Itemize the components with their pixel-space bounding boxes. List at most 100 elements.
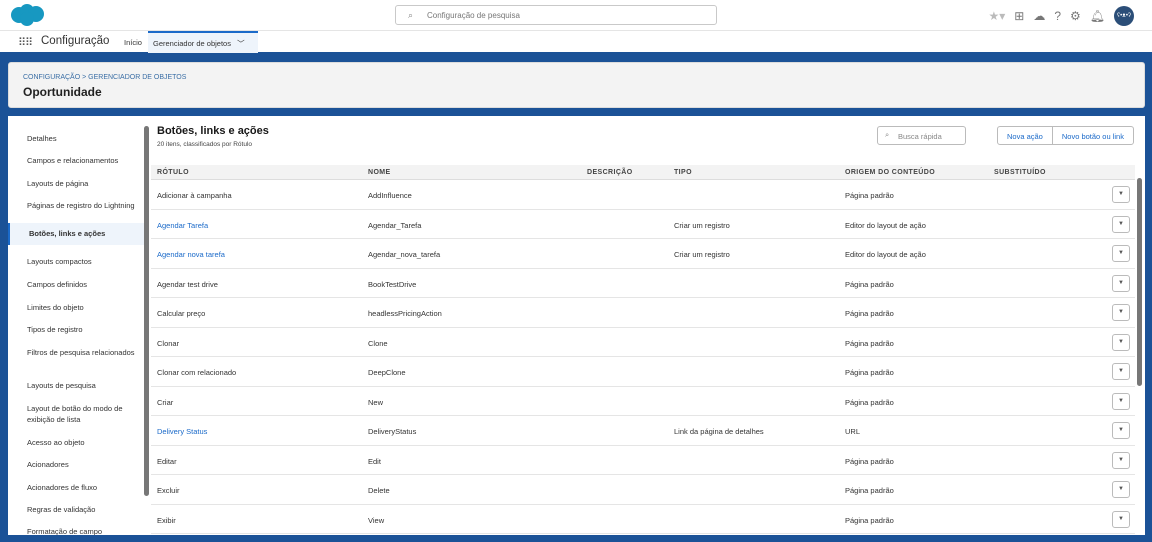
table-row: Agendar nova tarefa Agendar_nova_tarefa Cr…	[151, 239, 1135, 269]
new-action-button[interactable]: Nova ação	[1007, 132, 1043, 141]
cell-label[interactable]: Delivery Status	[157, 427, 208, 436]
table-row: Adicionar à campanha AddInfluence Página p…	[151, 180, 1135, 210]
sidebar-item[interactable]: Acesso ao objeto	[27, 438, 85, 447]
cell-content-source: Editor do layout de ação	[845, 220, 926, 230]
row-actions-dropdown[interactable]: ▼	[1112, 510, 1130, 528]
sidebar-item[interactable]: Formatação de campo	[27, 527, 103, 535]
row-actions-dropdown[interactable]: ▼	[1112, 481, 1130, 498]
row-actions-dropdown[interactable]: ▼	[1112, 274, 1130, 292]
breadcrumb[interactable]: CONFIGURAÇÃO > GERENCIADOR DE OBJETOS	[23, 74, 187, 81]
help-icon[interactable]: ?	[1054, 9, 1061, 23]
sidebar-item[interactable]: Tipos de registro	[27, 325, 83, 334]
add-icon[interactable]: ⊞	[1014, 9, 1025, 23]
search-icon: ⌕	[885, 130, 890, 139]
cell-label: Clonar	[157, 338, 180, 348]
cell-label: Excluir	[157, 486, 180, 495]
cell-name: BookTestDrive	[368, 279, 417, 289]
cell-type: Criar um registro	[674, 220, 730, 230]
cell-content-source: Página padrão	[845, 338, 894, 348]
quick-search-input[interactable]: ⌕ Busca rápida	[877, 126, 966, 145]
sidebar-scrollbar[interactable]	[144, 126, 149, 496]
cell-name: Edit	[368, 456, 381, 466]
cell-type: Link da página de detalhes	[674, 427, 764, 436]
cell-label: Clonar com relacionado	[157, 368, 237, 377]
bell-icon[interactable]: 🔔︎	[1089, 9, 1105, 23]
app-name: Configuração	[41, 35, 110, 47]
sidebar-item[interactable]: Páginas de registro do Lightning	[27, 201, 135, 210]
sidebar-item[interactable]: Acionadores	[27, 460, 69, 469]
sidebar-item[interactable]: Detalhes	[27, 134, 57, 143]
cell-name: Agendar_Tarefa	[368, 220, 422, 230]
section-subtitle: 20 itens, classificados por Rótulo	[157, 141, 253, 148]
salesforce-logo[interactable]	[9, 3, 45, 27]
table-row: Exibir View Página padrão ▼	[151, 505, 1135, 534]
cell-content-source: Página padrão	[845, 368, 894, 377]
cell-label: Agendar test drive	[157, 279, 218, 289]
cell-name: Clone	[368, 338, 388, 348]
cell-label: Calcular preço	[157, 309, 206, 318]
column-header[interactable]: NOME	[368, 169, 391, 176]
cell-name: New	[368, 397, 384, 407]
row-actions-dropdown[interactable]: ▼	[1112, 333, 1130, 351]
cell-content-source: Página padrão	[845, 191, 894, 200]
cell-label[interactable]: Agendar nova tarefa	[157, 250, 225, 259]
row-actions-dropdown[interactable]: ▼	[1112, 304, 1130, 321]
row-actions-dropdown[interactable]: ▼	[1112, 422, 1130, 439]
column-header[interactable]: TIPO	[674, 169, 692, 176]
cell-name: Delete	[368, 486, 390, 495]
row-actions-dropdown[interactable]: ▼	[1112, 215, 1130, 233]
row-actions-dropdown[interactable]: ▼	[1112, 245, 1130, 262]
table-scrollbar[interactable]	[1137, 178, 1142, 386]
sidebar-item[interactable]: Campos e relacionamentos	[27, 156, 119, 165]
row-actions-dropdown[interactable]: ▼	[1112, 392, 1130, 410]
cell-type: Criar um registro	[674, 250, 730, 259]
app-nav: ⠿⠿ Configuração Início Gerenciador de ob…	[0, 30, 1152, 53]
cell-content-source: Página padrão	[845, 397, 894, 407]
avatar[interactable]: ʕ•ᴥ•ʔ	[1114, 6, 1134, 26]
cell-name: DeepClone	[368, 368, 406, 377]
cell-content-source: Página padrão	[845, 515, 894, 525]
column-header[interactable]: ORIGEM DO CONTEÚDO	[845, 169, 936, 176]
sidebar-item[interactable]: Acionadores de fluxo	[27, 483, 98, 492]
trailhead-icon[interactable]: ☁	[1033, 9, 1046, 23]
cell-content-source: Página padrão	[845, 279, 894, 289]
new-button-link-button[interactable]: Novo botão ou link	[1051, 127, 1133, 144]
column-header[interactable]: SUBSTITUÍDO	[994, 169, 1046, 176]
cell-name: Agendar_nova_tarefa	[368, 250, 441, 259]
gear-icon[interactable]: ⚙	[1070, 9, 1081, 23]
app-launcher-icon[interactable]: ⠿⠿	[18, 37, 33, 49]
tab-object-manager[interactable]: Gerenciador de objetos ﹀	[148, 31, 258, 53]
sidebar-item[interactable]: Layouts de página	[27, 179, 89, 188]
sidebar-item[interactable]: Limites do objeto	[27, 303, 84, 312]
chevron-down-icon[interactable]: ﹀	[237, 39, 245, 48]
table-row: Calcular preço headlessPricingAction Págin…	[151, 298, 1135, 328]
sidebar-item[interactable]: Filtros de pesquisa relacionados	[27, 348, 135, 357]
cell-content-source: Editor do layout de ação	[845, 250, 926, 259]
cell-label[interactable]: Agendar Tarefa	[157, 220, 209, 230]
favorites-star-icon[interactable]: ★▾	[988, 9, 1006, 23]
sidebar-item[interactable]: Layouts de pesquisa	[27, 381, 96, 390]
column-header[interactable]: RÓTULO	[157, 169, 189, 176]
cell-name: DeliveryStatus	[368, 427, 417, 436]
sidebar-item[interactable]: Layout de botão do modo de exibição de l…	[27, 404, 123, 424]
row-actions-dropdown[interactable]: ▼	[1112, 363, 1130, 380]
sidebar-item[interactable]: Campos definidos	[27, 280, 88, 289]
column-header[interactable]: DESCRIÇÃO	[587, 169, 633, 176]
setup-search-input[interactable]: ⌕ Configuração de pesquisa	[395, 5, 717, 25]
table-row: Clonar com relacionado DeepClone Página pa…	[151, 357, 1135, 387]
cell-name: View	[368, 515, 385, 525]
cell-name: AddInfluence	[368, 191, 412, 200]
cell-content-source: URL	[845, 427, 861, 436]
row-actions-dropdown[interactable]: ▼	[1112, 186, 1130, 203]
cell-content-source: Página padrão	[845, 309, 894, 318]
sidebar-item[interactable]: Botões, links e ações	[8, 223, 145, 245]
nav-home[interactable]: Início	[124, 38, 142, 47]
sidebar-item[interactable]: Layouts compactos	[27, 257, 92, 266]
cell-name: headlessPricingAction	[368, 309, 442, 318]
sidebar: Detalhes Campos e relacionamentos Layouts …	[8, 116, 151, 535]
sidebar-item[interactable]: Regras de validação	[27, 505, 96, 514]
cell-label: Exibir	[157, 515, 176, 525]
section-title: Botões, links e ações	[157, 125, 269, 137]
table-row: Criar New Página padrão ▼	[151, 387, 1135, 416]
row-actions-dropdown[interactable]: ▼	[1112, 451, 1130, 469]
